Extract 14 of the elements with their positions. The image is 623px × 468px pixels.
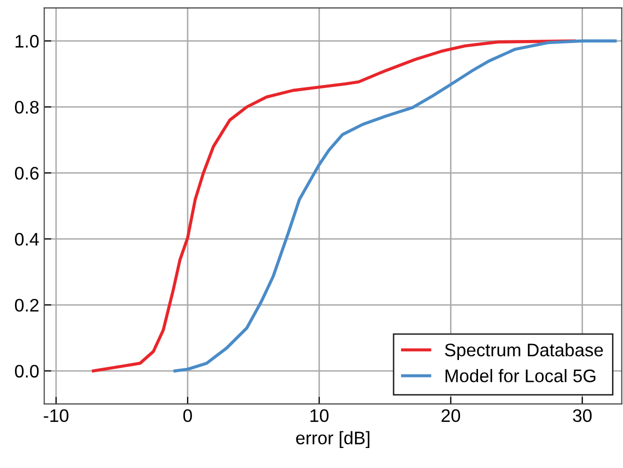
x-tick-label: 20 bbox=[442, 409, 460, 422]
legend-label: Spectrum Database bbox=[444, 343, 603, 360]
x-tick-label: 0 bbox=[183, 409, 192, 422]
y-tick-label: 0.0 bbox=[14, 364, 39, 378]
x-tick-label: -10 bbox=[44, 409, 68, 422]
x-tick-label: 10 bbox=[310, 409, 329, 422]
legend-label: Model for Local 5G bbox=[446, 368, 596, 382]
y-tick-label: 0.8 bbox=[14, 100, 39, 114]
y-tick-label: 0.2 bbox=[14, 298, 38, 312]
x-tick-label: 30 bbox=[572, 409, 592, 422]
y-tick-label: 0.4 bbox=[14, 232, 39, 246]
x-axis-title: error [dB] bbox=[296, 431, 370, 448]
y-tick-label: 1.0 bbox=[16, 34, 39, 48]
y-tick-label: 0.6 bbox=[14, 166, 39, 180]
